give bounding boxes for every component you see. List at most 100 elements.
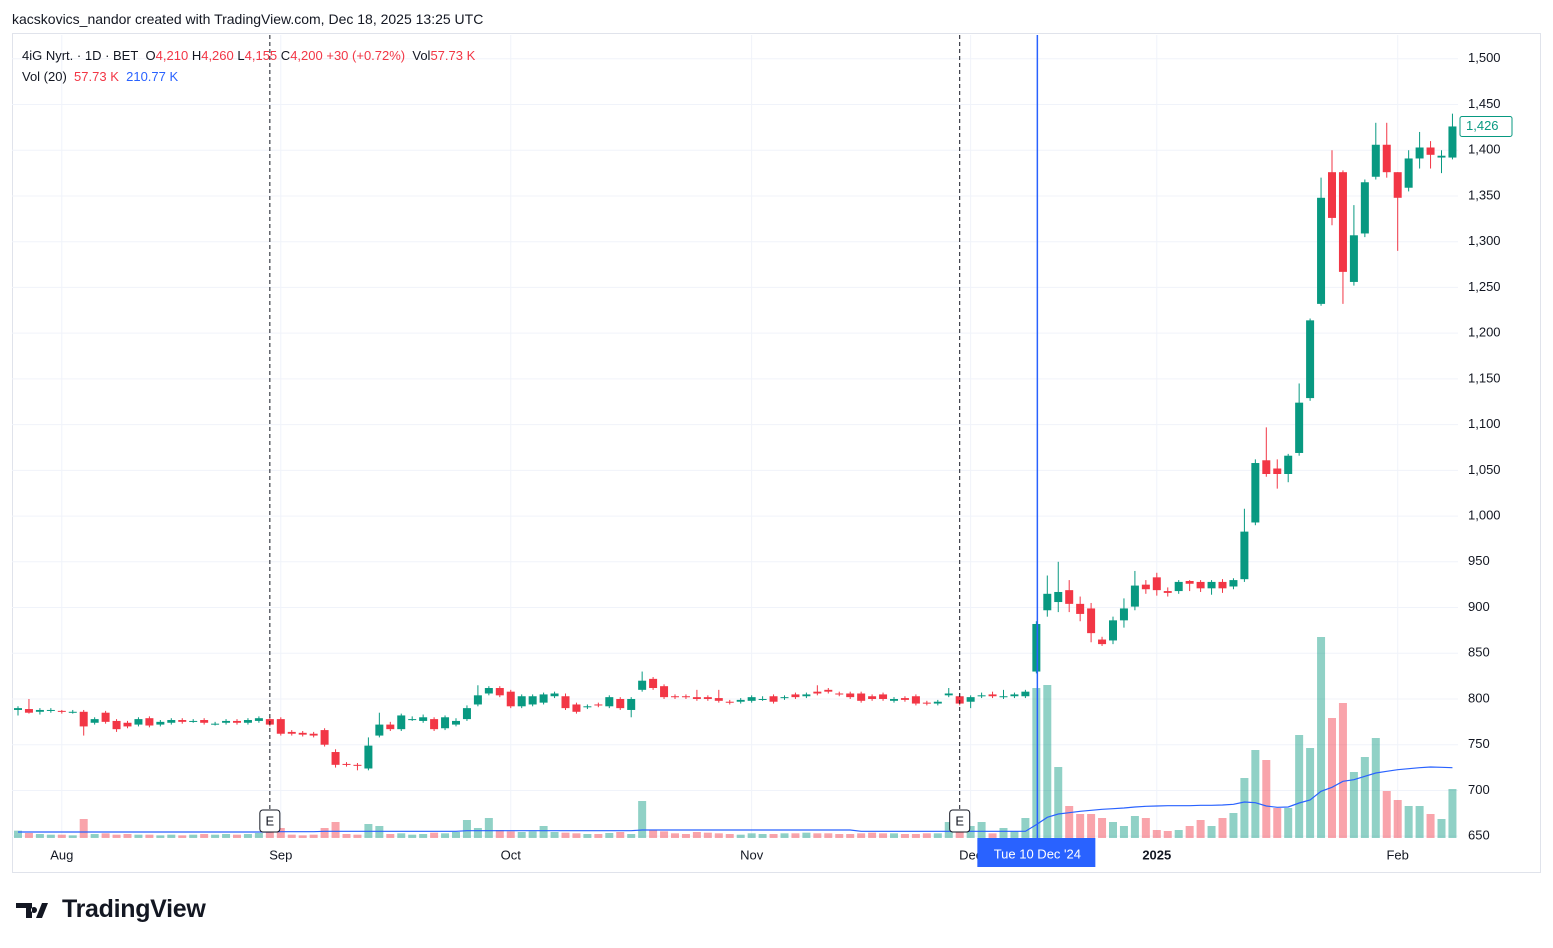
ohlc-value: 4,260	[201, 48, 234, 63]
candle-body	[506, 691, 515, 707]
volume-bar	[441, 833, 450, 838]
candle-body	[660, 686, 669, 698]
candle-body	[769, 696, 778, 702]
volume-bar	[397, 833, 406, 838]
candle-body	[1404, 158, 1413, 188]
x-tick-label: Oct	[501, 847, 522, 862]
candle-body	[397, 715, 406, 730]
volume-bar	[868, 832, 877, 838]
candle-body	[1393, 172, 1402, 198]
x-tick-label: Nov	[740, 847, 764, 862]
candle-body	[79, 711, 88, 727]
axes: 650 700 750 800 850 900 950 1,000 1,050 1,100 1,15…	[50, 50, 1500, 862]
ohlc-label: O	[145, 48, 156, 63]
candle-body	[101, 712, 110, 722]
volume-bar	[922, 833, 931, 838]
candle-body	[441, 717, 450, 729]
symbol: 4iG Nyrt. · 1D · BET	[22, 48, 139, 63]
volume-bar	[671, 833, 679, 838]
y-tick-label: 1,350	[1468, 187, 1501, 202]
volume-bar	[233, 834, 241, 838]
candle-body	[1076, 603, 1085, 614]
y-tick-label: 1,400	[1468, 142, 1501, 157]
volume-bar	[254, 833, 263, 838]
candle-body	[692, 697, 701, 699]
candle-body	[1185, 581, 1194, 584]
volume-bar	[1032, 688, 1041, 838]
candle-body	[353, 764, 362, 766]
candle-body	[539, 694, 548, 703]
candle-body	[681, 696, 690, 698]
candle-body	[178, 720, 187, 722]
candle-body	[703, 697, 712, 699]
candle-body	[452, 720, 460, 725]
candle-body	[1032, 623, 1041, 672]
candle-body	[243, 720, 252, 723]
candle-body	[605, 697, 614, 707]
candle-body	[386, 724, 395, 730]
volume-bar	[1437, 819, 1446, 838]
candle-body	[594, 704, 603, 706]
candle-body	[68, 711, 77, 713]
ohlc-label: L	[237, 48, 245, 63]
ohlc-label: H	[191, 48, 202, 63]
candle-body	[1338, 172, 1347, 272]
legend-row: Vol (20) 57.73 K 210.77 K	[22, 66, 475, 87]
volume-bar	[594, 834, 603, 838]
candle-body	[167, 720, 176, 723]
ohlc-label: C	[280, 48, 291, 63]
volume-bar	[539, 826, 548, 838]
y-tick-label: 700	[1468, 782, 1490, 797]
volume-bar	[243, 834, 252, 838]
x-tick-label: 2025	[1142, 847, 1171, 862]
volume-bar	[1349, 772, 1358, 838]
y-tick-label: 1,100	[1468, 416, 1501, 431]
volume-bar	[473, 828, 482, 838]
candle-body	[331, 752, 340, 765]
candle-body	[90, 719, 99, 723]
volume-bar	[638, 801, 647, 838]
volume-bar	[857, 833, 866, 838]
volume-bar	[1043, 685, 1052, 838]
y-tick-label: 1,150	[1468, 370, 1501, 385]
candle-body	[254, 718, 263, 721]
candle-body	[846, 693, 855, 698]
volume-bar	[331, 822, 340, 838]
volume-bar	[1141, 818, 1150, 838]
volume-bar	[1119, 826, 1128, 838]
candle-body	[276, 719, 285, 734]
volume-bar	[714, 833, 723, 838]
candle-body	[375, 724, 384, 736]
candle-body	[1295, 402, 1304, 453]
volume-bar	[1229, 813, 1238, 838]
indicator: Vol (20)	[22, 69, 67, 84]
volume-bar	[583, 834, 592, 838]
candle-body	[1054, 591, 1063, 603]
candle-body	[233, 720, 241, 723]
y-tick-label: 1,200	[1468, 325, 1501, 340]
volume-bar	[430, 832, 439, 838]
volume-bar	[616, 832, 625, 838]
y-tick-label: 850	[1468, 645, 1490, 660]
candle-body	[1229, 580, 1238, 587]
volume-bar	[1240, 778, 1249, 838]
y-tick-label: 950	[1468, 553, 1490, 568]
candle-body	[955, 696, 964, 704]
volume-bar	[156, 835, 165, 838]
candle-body	[320, 730, 329, 745]
legend: 4iG Nyrt. · 1D · BET O4,210 H4,260 L4,15…	[22, 45, 475, 87]
candle-body	[1119, 608, 1128, 621]
vol-label: Vol	[412, 48, 431, 63]
candle-body	[561, 696, 570, 709]
volume-bar	[681, 834, 690, 838]
volume-bar	[189, 834, 198, 838]
candle-body	[977, 695, 986, 697]
candle-body	[747, 697, 756, 701]
indicator-value: 57.73 K	[74, 69, 119, 84]
candle-body	[999, 696, 1008, 698]
volume-bar	[211, 834, 220, 838]
volume-bar	[977, 822, 986, 838]
candle-body	[123, 722, 132, 727]
candle-body	[649, 678, 658, 689]
